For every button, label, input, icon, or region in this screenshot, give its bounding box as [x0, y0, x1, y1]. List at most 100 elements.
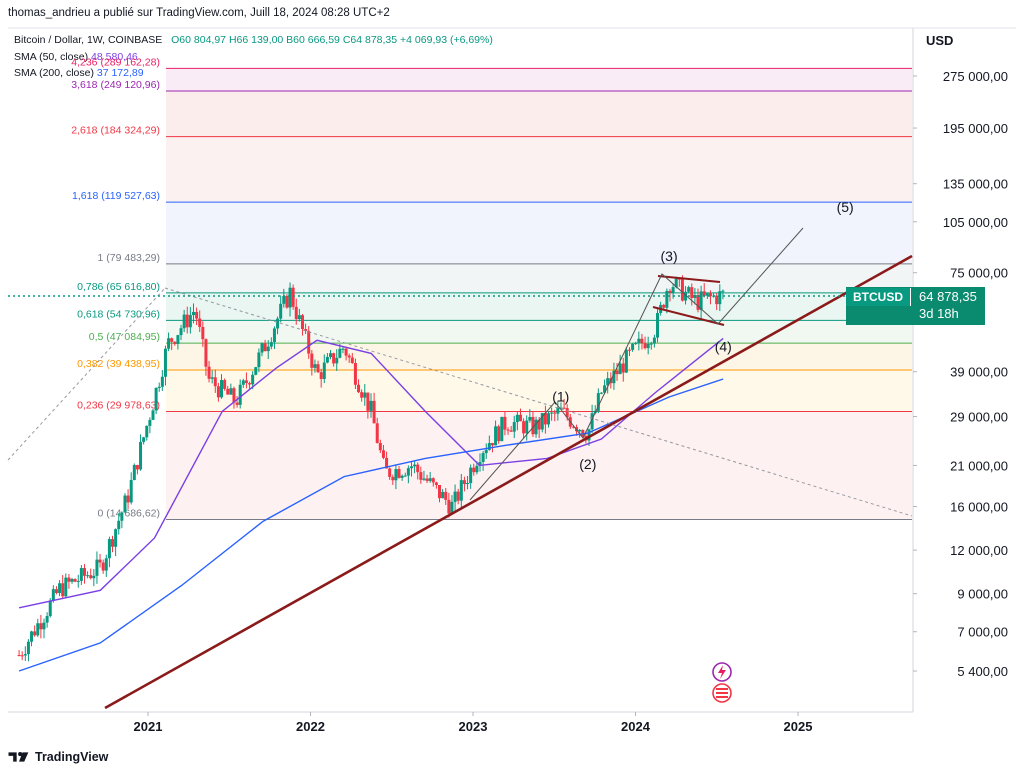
sma50-label: SMA (50, close) [14, 51, 89, 63]
fib-band [166, 202, 912, 264]
sma200-legend[interactable]: SMA (200, close) 37 172,89 [14, 67, 144, 79]
candle-body [319, 372, 323, 379]
wave-label: (5) [837, 199, 854, 215]
candle-body [51, 589, 55, 601]
footer-brand[interactable]: TradingView [8, 750, 108, 764]
candle-body [518, 414, 522, 422]
currency-label[interactable]: USD [926, 33, 954, 48]
publish-header: thomas_andrieu a publié sur TradingView.… [8, 7, 390, 19]
candle-body [466, 483, 470, 485]
candle-body [503, 416, 507, 430]
candle-body [344, 348, 348, 356]
candle-body [170, 338, 174, 342]
candle-body [95, 559, 99, 576]
candle-body [643, 343, 647, 349]
candle-body [378, 442, 382, 451]
candle-body [715, 295, 719, 305]
flag-stripe [716, 690, 728, 692]
candle-body [316, 364, 320, 373]
fib-lines: 4,236 (289 162,28) 3,618 (249 120,96) 2,61… [71, 56, 912, 521]
candle-body [238, 384, 242, 405]
candle-body [107, 539, 111, 559]
sma50-legend[interactable]: SMA (50, close) 48 580,46 [14, 51, 138, 63]
candle-body [120, 512, 124, 521]
candle-body [135, 464, 139, 470]
wave-label: (4) [715, 339, 732, 355]
sma50-value: 48 580,46 [91, 51, 138, 63]
fib-band [166, 369, 912, 412]
candle-body [220, 380, 224, 398]
candle-body [291, 287, 295, 307]
candle-body [627, 349, 631, 351]
price-tick-label: 12 000,00 [950, 543, 1008, 558]
candle-body [656, 312, 660, 338]
fib-level-label: 1,618 (119 527,63) [72, 190, 160, 202]
candle-body [36, 623, 40, 636]
time-tick-label: 2021 [134, 719, 163, 734]
candle-body [409, 466, 413, 469]
symbol-legend[interactable]: Bitcoin / Dollar, 1W, COINBASE O60 804,9… [14, 34, 493, 46]
candle-body [151, 410, 155, 420]
candle-body [76, 580, 80, 582]
candle-body [447, 499, 451, 514]
candle-body [366, 392, 370, 411]
fib-level-label: 0,5 (47 084,95) [89, 331, 160, 343]
candle-body [154, 387, 158, 411]
candle-body [649, 343, 653, 345]
candle-body [223, 380, 227, 389]
candle-body [70, 579, 74, 582]
candle-body [578, 429, 582, 432]
flag-bottom-line [652, 306, 725, 326]
candle-body [618, 363, 622, 375]
candle-body [188, 315, 192, 328]
candle-body [360, 392, 364, 398]
last-price-tag: BTCUSD 64 878,35 3d 18h [846, 287, 985, 325]
candle-body [565, 408, 569, 418]
candle-body [304, 329, 308, 331]
candle-body [145, 425, 149, 438]
candle-body [350, 357, 354, 363]
dashed-trendline-right [164, 287, 913, 517]
candle-body [652, 337, 656, 344]
sma50-line [18, 337, 724, 609]
flag-event-icon[interactable] [712, 683, 732, 703]
price-tick-label: 16 000,00 [950, 500, 1008, 515]
candle-body [332, 353, 336, 364]
candle-body [668, 290, 672, 293]
candle-body [388, 468, 392, 477]
candles [17, 275, 725, 662]
candle-body [129, 480, 133, 503]
axes: 275 000,00 195 000,00 135 000,00 105 000,00… [8, 27, 1016, 734]
candle-body [434, 482, 438, 485]
candle-body [621, 363, 625, 373]
candle-body [400, 475, 404, 478]
candle-body [475, 465, 479, 473]
candle-body [385, 457, 389, 469]
candle-body [39, 623, 43, 630]
candle-body [167, 338, 171, 349]
candle-body [478, 461, 482, 466]
candle-body [48, 600, 52, 617]
price-tick-label: 21 000,00 [950, 458, 1008, 473]
price-tag-price: 64 878,35 [919, 289, 977, 304]
ohlc-open: O60 804,97 [171, 34, 227, 46]
candle-body [509, 430, 513, 432]
candle-body [615, 370, 619, 375]
elliott-wave-path [469, 227, 804, 501]
candle-body [494, 426, 498, 446]
candle-body [397, 469, 401, 478]
candle-body [590, 413, 594, 430]
candle-body [456, 491, 460, 501]
candle-body [251, 374, 255, 385]
candle-body [413, 464, 417, 467]
candle-body [357, 384, 361, 393]
price-tick-label: 105 000,00 [943, 215, 1008, 230]
price-tick-label: 275 000,00 [943, 69, 1008, 84]
candle-body [104, 558, 108, 571]
candle-body [139, 441, 143, 470]
lightning-event-icon[interactable] [712, 662, 732, 682]
price-tick-label: 5 400,00 [957, 664, 1008, 679]
candle-body [696, 295, 700, 310]
